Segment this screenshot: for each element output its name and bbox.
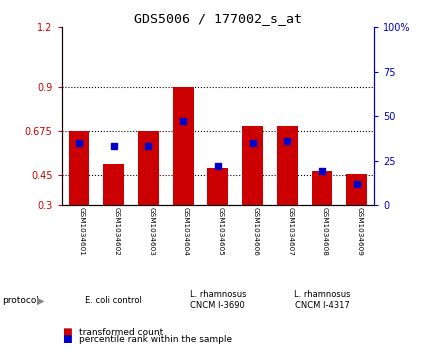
Bar: [312, 171, 332, 205]
Text: L. rhamnosus
CNCM I-4317: L. rhamnosus CNCM I-4317: [293, 290, 350, 310]
Bar: [172, 86, 194, 205]
Bar: [138, 131, 159, 205]
Text: percentile rank within the sample: percentile rank within the sample: [79, 335, 232, 344]
Point: [214, 163, 221, 169]
Bar: [242, 126, 263, 205]
Text: GSM1034606: GSM1034606: [253, 207, 259, 256]
Text: L. rhamnosus
CNCM I-3690: L. rhamnosus CNCM I-3690: [190, 290, 246, 310]
Bar: [103, 164, 124, 205]
Bar: [277, 126, 297, 205]
Point: [353, 181, 360, 187]
Point: [180, 119, 187, 125]
Bar: [346, 175, 367, 205]
Text: GSM1034601: GSM1034601: [79, 207, 85, 256]
Text: ■: ■: [62, 327, 71, 337]
Bar: [69, 131, 89, 205]
Text: GSM1034604: GSM1034604: [183, 207, 189, 256]
Bar: [207, 168, 228, 205]
Text: GSM1034602: GSM1034602: [114, 207, 120, 256]
Text: GSM1034609: GSM1034609: [357, 207, 363, 256]
Point: [75, 140, 82, 146]
Text: GSM1034607: GSM1034607: [287, 207, 293, 256]
Point: [284, 138, 291, 144]
Title: GDS5006 / 177002_s_at: GDS5006 / 177002_s_at: [134, 12, 302, 25]
Text: protocol: protocol: [2, 296, 39, 305]
Text: ▶: ▶: [37, 295, 45, 305]
Text: E. coli control: E. coli control: [85, 296, 142, 305]
Text: ■: ■: [62, 334, 71, 344]
Point: [145, 143, 152, 149]
Text: transformed count: transformed count: [79, 328, 163, 337]
Point: [110, 143, 117, 149]
Text: GSM1034608: GSM1034608: [322, 207, 328, 256]
Text: GSM1034605: GSM1034605: [218, 207, 224, 256]
Text: GSM1034603: GSM1034603: [148, 207, 154, 256]
Point: [249, 140, 256, 146]
Point: [319, 168, 326, 174]
